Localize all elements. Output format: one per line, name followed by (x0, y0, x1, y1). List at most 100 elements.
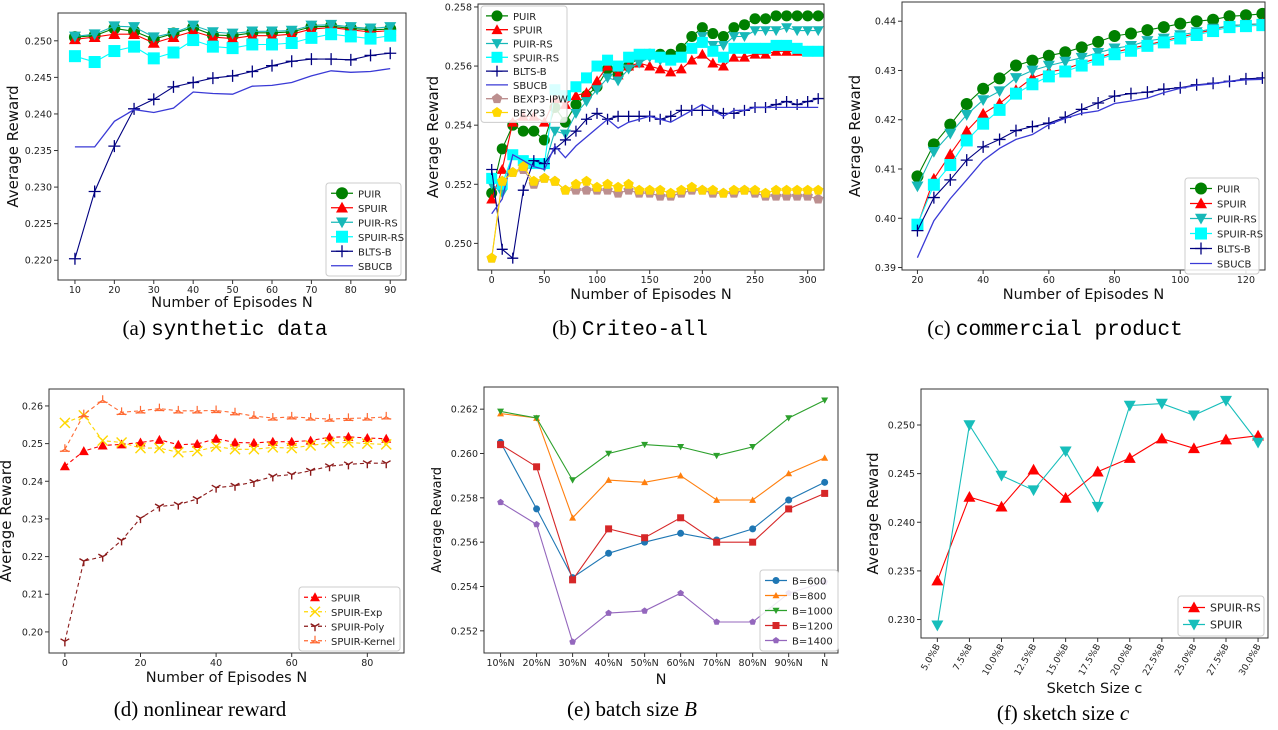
data-point (686, 181, 697, 192)
data-point (770, 184, 782, 195)
data-point (128, 40, 141, 53)
data-point (1252, 437, 1265, 449)
data-point (384, 29, 397, 42)
legend-label: B=600 (792, 577, 826, 588)
data-point (560, 184, 571, 195)
y-tick-label: 0.258 (451, 493, 478, 504)
data-point (1027, 485, 1040, 497)
data-point (381, 460, 391, 469)
data-point (68, 252, 81, 265)
legend-label: SPUIR (1210, 619, 1243, 632)
data-point (206, 72, 219, 85)
data-point (677, 529, 685, 537)
caption-text: synthetic data (151, 319, 328, 342)
data-point (911, 224, 924, 237)
data-point (1059, 46, 1072, 59)
data-point (325, 28, 338, 41)
data-point (68, 31, 81, 43)
data-point (686, 42, 698, 54)
data-point (770, 39, 782, 51)
data-point (713, 618, 720, 625)
data-point (1256, 19, 1265, 32)
caption-label: (d) (113, 697, 139, 721)
data-point (1092, 35, 1105, 48)
series-line-b-1000 (500, 399, 825, 481)
x-tick-label: 80 (1108, 275, 1120, 286)
data-point (211, 433, 222, 443)
x-tick-label: 0 (62, 658, 68, 669)
x-tick-label: 300 (799, 275, 817, 286)
data-point (173, 439, 184, 449)
data-point (791, 184, 803, 195)
caption-text: batch size (595, 697, 685, 721)
data-point (1027, 463, 1040, 475)
plot-frame (57, 12, 407, 281)
x-tick-label: 200 (693, 275, 711, 286)
x-tick-label: 40 (210, 658, 222, 669)
data-point (821, 454, 829, 461)
data-point (591, 107, 603, 119)
data-point (1091, 501, 1104, 513)
data-point (570, 98, 582, 110)
data-point (1092, 53, 1105, 66)
legend-marker (491, 10, 503, 22)
data-point (528, 155, 540, 167)
data-point (1141, 24, 1154, 37)
data-point (821, 489, 829, 497)
data-point (210, 441, 222, 453)
data-point (486, 252, 497, 263)
y-tick-label: 0.252 (451, 626, 478, 637)
data-point (1256, 7, 1265, 20)
data-point (1059, 65, 1072, 78)
y-tick-label: 0.250 (25, 36, 52, 47)
series-line-sbucb (916, 78, 1263, 258)
legend-marker (491, 24, 503, 35)
legend-label: BEXP3 (513, 109, 545, 120)
data-point (192, 495, 202, 504)
y-axis-label: Average Reward (0, 460, 15, 582)
legend-label: SBUCB (358, 262, 393, 273)
data-point (785, 415, 793, 422)
data-point (1075, 41, 1088, 54)
legend-label: B=1000 (792, 607, 833, 618)
data-point (167, 27, 180, 39)
data-point (305, 20, 318, 32)
data-point (1157, 21, 1170, 34)
data-point (570, 125, 582, 137)
data-point (641, 534, 649, 542)
data-point (380, 438, 392, 450)
data-point (116, 436, 128, 448)
data-point (507, 252, 519, 264)
data-point (230, 482, 240, 491)
data-point (977, 95, 990, 107)
caption-a: (a) synthetic data (123, 316, 328, 342)
data-point (172, 446, 184, 458)
data-point (569, 514, 577, 521)
data-point (717, 40, 729, 51)
legend-label: SPUIR (358, 204, 388, 215)
data-point (812, 10, 824, 22)
data-point (591, 60, 603, 72)
legend-label: SBUCB (513, 81, 548, 92)
data-point (1026, 65, 1039, 77)
data-point (602, 54, 614, 66)
data-point (153, 442, 165, 454)
data-point (517, 184, 529, 196)
data-point (1155, 432, 1168, 444)
data-point (97, 395, 108, 404)
data-point (88, 185, 101, 198)
data-point (644, 48, 656, 60)
data-point (570, 108, 582, 119)
data-point (549, 126, 561, 137)
data-point (1092, 96, 1105, 109)
data-point (633, 48, 645, 60)
legend-label: B=1400 (792, 637, 833, 648)
data-point (305, 439, 317, 451)
data-point (977, 82, 990, 95)
data-point (381, 433, 392, 443)
data-point (128, 22, 141, 33)
data-point (749, 538, 757, 546)
y-tick-label: 0.225 (25, 219, 52, 230)
y-tick-label: 0.42 (875, 115, 896, 126)
